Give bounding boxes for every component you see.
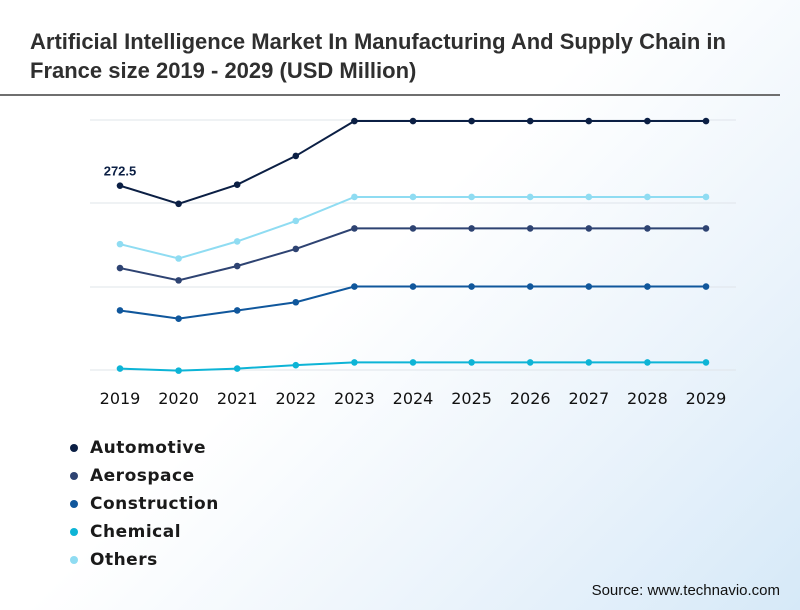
data-point-automotive: [644, 117, 651, 125]
data-point-chemical: [233, 365, 241, 372]
data-point-chemical: [351, 359, 358, 366]
data-point-others: [644, 193, 651, 201]
data-point-others: [409, 193, 417, 201]
data-point-construction: [292, 298, 300, 306]
data-point-others: [585, 193, 593, 201]
gridlines: [90, 119, 736, 371]
series-line-construction: [119, 285, 706, 320]
data-point-others: [468, 193, 475, 201]
data-point-others: [702, 193, 710, 201]
data-point-chemical: [526, 359, 534, 366]
data-point-others: [116, 240, 124, 248]
x-tick-label: 2021: [217, 389, 258, 408]
data-point-aerospace: [526, 225, 534, 232]
legend-label: Others: [90, 550, 158, 570]
data-point-others: [292, 217, 300, 225]
data-point-automotive: [702, 117, 710, 125]
data-point-automotive: [585, 117, 593, 125]
source-note: Source: www.technavio.com: [591, 582, 780, 599]
legend-label: Automotive: [90, 438, 207, 458]
data-point-aerospace: [644, 225, 651, 232]
data-point-aerospace: [468, 225, 475, 232]
data-point-aerospace: [292, 245, 300, 253]
data-point-others: [175, 255, 182, 262]
data-point-automotive: [351, 117, 358, 125]
data-point-aerospace: [702, 225, 710, 232]
data-point-chemical: [116, 365, 124, 372]
data-point-automotive: [292, 152, 300, 160]
data-point-construction: [585, 283, 593, 290]
legend-marker: [70, 444, 78, 452]
data-point-aerospace: [116, 264, 124, 272]
x-tick-label: 2026: [510, 389, 551, 408]
legend-item-chemical[interactable]: Chemical: [70, 518, 219, 546]
legend-item-others[interactable]: Others: [70, 546, 219, 574]
chart-title: Artificial Intelligence Market In Manufa…: [30, 29, 726, 83]
data-point-others: [526, 193, 534, 201]
data-point-aerospace: [351, 225, 358, 232]
data-label: 272.5: [104, 164, 137, 179]
x-tick-label: 2022: [275, 389, 316, 408]
data-point-construction: [644, 283, 651, 290]
x-tick-label: 2019: [100, 389, 141, 408]
data-point-automotive: [175, 200, 182, 208]
x-tick-label: 2020: [158, 389, 199, 408]
data-point-construction: [468, 283, 475, 290]
x-tick-label: 2025: [451, 389, 492, 408]
legend-item-construction[interactable]: Construction: [70, 490, 219, 518]
data-point-aerospace: [585, 225, 593, 232]
data-point-automotive: [468, 117, 475, 125]
data-point-construction: [233, 307, 241, 314]
data-point-construction: [702, 283, 710, 290]
data-point-construction: [116, 307, 124, 314]
data-point-chemical: [292, 361, 300, 369]
legend-marker: [70, 556, 78, 564]
legend-label: Chemical: [90, 522, 182, 542]
data-point-chemical: [175, 367, 182, 374]
x-tick-label: 2027: [568, 389, 609, 408]
data-point-others: [351, 193, 358, 201]
legend-marker: [70, 500, 78, 508]
data-point-chemical: [468, 359, 475, 366]
legend-marker: [70, 472, 78, 480]
data-point-construction: [409, 283, 417, 290]
x-tick-label: 2023: [334, 389, 375, 408]
data-point-chemical: [702, 359, 710, 366]
data-point-automotive: [116, 182, 124, 189]
legend-label: Construction: [90, 494, 219, 514]
series-lines: [119, 120, 706, 372]
data-point-construction: [526, 283, 534, 290]
series-line-aerospace: [119, 227, 706, 282]
legend-marker: [70, 528, 78, 536]
data-point-chemical: [644, 359, 651, 366]
legend-label: Aerospace: [90, 466, 195, 486]
data-point-aerospace: [233, 262, 241, 270]
x-tick-label: 2029: [686, 389, 727, 408]
data-point-chemical: [585, 359, 593, 366]
data-point-others: [233, 238, 241, 245]
series-line-automotive: [119, 120, 706, 205]
legend-item-aerospace[interactable]: Aerospace: [70, 462, 219, 490]
data-point-aerospace: [409, 225, 417, 232]
data-point-chemical: [409, 359, 417, 366]
legend-item-automotive[interactable]: Automotive: [70, 434, 219, 462]
data-point-construction: [351, 283, 358, 290]
data-point-construction: [175, 315, 182, 322]
data-point-aerospace: [175, 277, 182, 284]
data-point-automotive: [409, 117, 417, 125]
title-divider: [0, 94, 780, 96]
x-tick-label: 2024: [393, 389, 434, 408]
series-points: [116, 117, 710, 374]
data-point-automotive: [233, 181, 241, 188]
legend: Automotive Aerospace Construction Chemic…: [70, 434, 219, 574]
data-point-automotive: [526, 117, 534, 125]
x-axis-ticks: 2019 2020 2021 2022 2023 2024 2025 2026 2027 2028…: [100, 389, 727, 408]
annotations: 272.5: [104, 164, 137, 179]
x-tick-label: 2028: [627, 389, 668, 408]
